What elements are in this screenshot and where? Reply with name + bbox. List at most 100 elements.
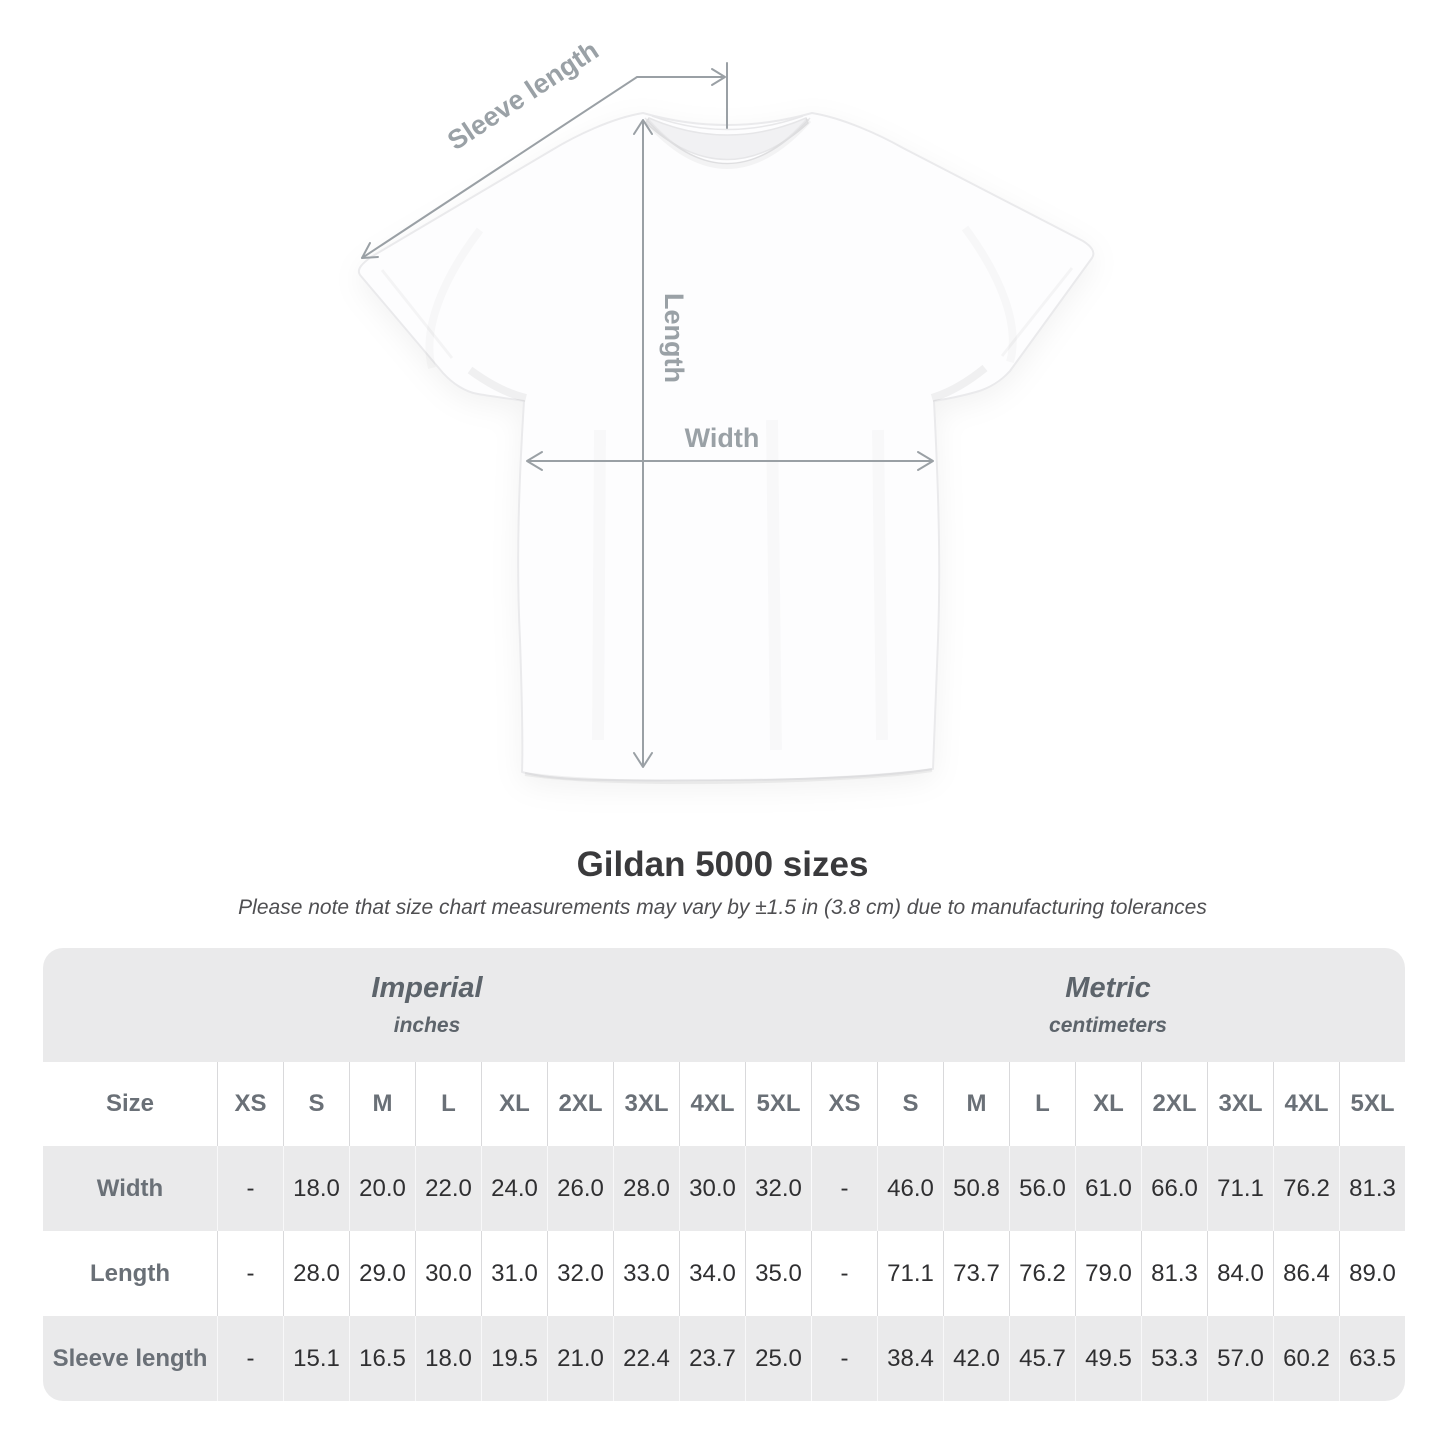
tolerance-note: Please note that size chart measurements… — [238, 896, 1207, 919]
size-row-label: Size — [43, 1062, 217, 1146]
cell-value: 29.0 — [349, 1231, 415, 1316]
cell-value: 15.1 — [283, 1316, 349, 1401]
measurement-arrows — [361, 62, 934, 768]
cell-value: 86.4 — [1273, 1231, 1339, 1316]
cell-value: 16.5 — [349, 1316, 415, 1401]
cell-value: 89.0 — [1339, 1231, 1405, 1316]
metric-unit: centimeters — [1049, 1014, 1167, 1037]
cell-value: 28.0 — [283, 1231, 349, 1316]
cell-value: 25.0 — [745, 1316, 811, 1401]
cell-value: 61.0 — [1075, 1146, 1141, 1231]
cell-value: 32.0 — [745, 1146, 811, 1231]
cell-value: 50.8 — [943, 1146, 1009, 1231]
cell-value: - — [217, 1146, 283, 1231]
size-table-container: Imperial inches Metric centimeters Size … — [43, 948, 1405, 1401]
cell-value: 71.1 — [1207, 1146, 1273, 1231]
size-col-header-imperial-l: L — [415, 1062, 481, 1146]
cell-value: 79.0 — [1075, 1231, 1141, 1316]
unit-header-row: Imperial inches Metric centimeters — [43, 948, 1405, 1062]
table-row-sleeve-length: Sleeve length -15.1 16.5 18.0 19.5 21.0 22.4 23… — [43, 1316, 1405, 1401]
cell-value: 23.7 — [679, 1316, 745, 1401]
length-label: Length — [659, 293, 689, 383]
cell-value: 19.5 — [481, 1316, 547, 1401]
cell-value: 63.5 — [1339, 1316, 1405, 1401]
row-label: Length — [43, 1231, 217, 1316]
cell-value: 26.0 — [547, 1146, 613, 1231]
cell-value: 76.2 — [1273, 1146, 1339, 1231]
cell-value: 81.3 — [1141, 1231, 1207, 1316]
size-col-header-metric-2xl: 2XL — [1141, 1062, 1207, 1146]
cell-value: 20.0 — [349, 1146, 415, 1231]
size-col-header-imperial-2xl: 2XL — [547, 1062, 613, 1146]
cell-value: 57.0 — [1207, 1316, 1273, 1401]
cell-value: 18.0 — [415, 1316, 481, 1401]
size-col-header-metric-s: S — [877, 1062, 943, 1146]
size-col-header-metric-xl: XL — [1075, 1062, 1141, 1146]
table-row-length: Length -28.0 29.0 30.0 31.0 32.0 33.0 34.0 35.0-… — [43, 1231, 1405, 1316]
cell-value: 81.3 — [1339, 1146, 1405, 1231]
cell-value: 56.0 — [1009, 1146, 1075, 1231]
size-col-header-metric-xs: XS — [811, 1062, 877, 1146]
collar-seams — [644, 115, 811, 165]
cell-value: 73.7 — [943, 1231, 1009, 1316]
cell-value: 30.0 — [415, 1231, 481, 1316]
cell-value: 28.0 — [613, 1146, 679, 1231]
cell-value: 18.0 — [283, 1146, 349, 1231]
cell-value: 31.0 — [481, 1231, 547, 1316]
cell-value: 76.2 — [1009, 1231, 1075, 1316]
imperial-unit: inches — [393, 1014, 461, 1037]
cell-value: 49.5 — [1075, 1316, 1141, 1401]
size-col-header-imperial-5xl: 5XL — [745, 1062, 811, 1146]
table-row-width: Width -18.0 20.0 22.0 24.0 26.0 28.0 30.0 32.0-4… — [43, 1146, 1405, 1231]
size-table: Imperial inches Metric centimeters Size … — [43, 948, 1405, 1401]
size-col-header-imperial-4xl: 4XL — [679, 1062, 745, 1146]
size-col-header-imperial-3xl: 3XL — [613, 1062, 679, 1146]
size-header-row: Size XS S M L XL 2XL 3XL 4XL 5XL XS S M L XL 2XL 3XL 4XL… — [43, 1062, 1405, 1146]
cell-value: 22.4 — [613, 1316, 679, 1401]
size-col-header-metric-4xl: 4XL — [1273, 1062, 1339, 1146]
cell-value: - — [811, 1316, 877, 1401]
size-col-header-imperial-xl: XL — [481, 1062, 547, 1146]
size-col-header-imperial-s: S — [283, 1062, 349, 1146]
tshirt-measurement-diagram: Sleeve length Length Width — [357, 35, 1095, 785]
size-col-header-imperial-m: M — [349, 1062, 415, 1146]
cell-value: 32.0 — [547, 1231, 613, 1316]
imperial-section-header: Imperial inches — [43, 948, 811, 1062]
cell-value: - — [811, 1231, 877, 1316]
size-col-header-metric-m: M — [943, 1062, 1009, 1146]
row-label: Width — [43, 1146, 217, 1231]
size-col-header-metric-l: L — [1009, 1062, 1075, 1146]
neck-opening — [645, 117, 809, 161]
cell-value: 53.3 — [1141, 1316, 1207, 1401]
size-col-header-metric-3xl: 3XL — [1207, 1062, 1273, 1146]
cell-value: 60.2 — [1273, 1316, 1339, 1401]
imperial-title: Imperial — [371, 972, 483, 1004]
size-col-header-imperial-xs: XS — [217, 1062, 283, 1146]
cell-value: 38.4 — [877, 1316, 943, 1401]
cell-value: 30.0 — [679, 1146, 745, 1231]
cell-value: 35.0 — [745, 1231, 811, 1316]
tshirt-silhouette — [357, 112, 1095, 782]
page-title: Gildan 5000 sizes — [576, 845, 869, 884]
cell-value: 34.0 — [679, 1231, 745, 1316]
cell-value: 21.0 — [547, 1316, 613, 1401]
cell-value: 66.0 — [1141, 1146, 1207, 1231]
size-col-header-metric-5xl: 5XL — [1339, 1062, 1405, 1146]
cell-value: - — [811, 1146, 877, 1231]
cell-value: 22.0 — [415, 1146, 481, 1231]
metric-title: Metric — [1065, 972, 1151, 1004]
width-label: Width — [685, 423, 760, 453]
cell-value: 71.1 — [877, 1231, 943, 1316]
cell-value: 33.0 — [613, 1231, 679, 1316]
cell-value: 46.0 — [877, 1146, 943, 1231]
table-body: Imperial inches Metric centimeters Size … — [43, 948, 1405, 1401]
cell-value: 84.0 — [1207, 1231, 1273, 1316]
sleeve-length-arrow — [361, 76, 723, 259]
cell-value: - — [217, 1316, 283, 1401]
cell-value: - — [217, 1231, 283, 1316]
cell-value: 24.0 — [481, 1146, 547, 1231]
cell-value: 45.7 — [1009, 1316, 1075, 1401]
shirt-shading — [467, 118, 988, 785]
metric-section-header: Metric centimeters — [811, 948, 1405, 1062]
cell-value: 42.0 — [943, 1316, 1009, 1401]
